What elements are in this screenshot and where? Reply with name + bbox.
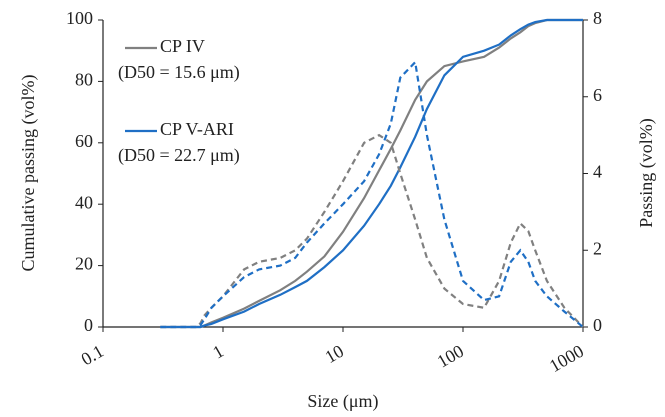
- x-tick-label: 100: [434, 341, 467, 372]
- y-axis-label: Cumulative passing (vol%): [18, 75, 39, 272]
- y2-tick-label: 8: [593, 8, 602, 28]
- y-tick-label: 0: [84, 315, 93, 335]
- y2-tick-label: 4: [593, 162, 602, 182]
- legend-note: (D50 = 22.7 μm): [118, 145, 240, 166]
- y-tick-label: 40: [75, 192, 93, 212]
- y-tick-label: 20: [75, 254, 93, 274]
- y-tick-label: 100: [66, 8, 93, 28]
- y-tick-label: 60: [75, 131, 93, 151]
- y-tick-label: 80: [75, 70, 93, 90]
- passing-line: [160, 59, 584, 329]
- cumulative-line: [160, 18, 583, 329]
- cumulative-line: [160, 18, 583, 329]
- x-tick-label: 1: [209, 341, 227, 363]
- legend-label: CP V-ARI: [160, 119, 234, 139]
- legend-note: (D50 = 15.6 μm): [118, 62, 240, 83]
- legend-label: CP IV: [160, 36, 205, 56]
- y2-tick-label: 2: [593, 238, 602, 258]
- x-tick-label: 10: [321, 341, 347, 367]
- x-tick-label: 1000: [546, 341, 587, 376]
- y2-tick-label: 0: [593, 315, 602, 335]
- x-axis-label: Size (μm): [307, 391, 378, 412]
- y2-tick-label: 6: [593, 85, 602, 105]
- y2-axis-label: Passing (vol%): [636, 118, 657, 228]
- x-tick-label: 0.1: [78, 341, 107, 370]
